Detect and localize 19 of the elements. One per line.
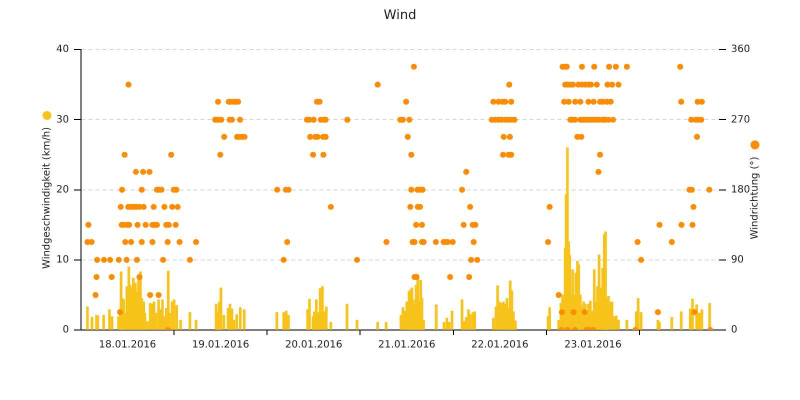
x-tick-label: 20.01.2016 <box>285 340 342 351</box>
y-tick-label: 10 <box>56 254 69 266</box>
x-tick-label: 19.01.2016 <box>192 340 250 351</box>
y-axis-title: Windgeschwindigkeit (km/h) <box>42 127 52 269</box>
x-tick-label: 21.01.2016 <box>378 340 436 351</box>
y-tick-label: 20 <box>56 184 69 196</box>
y2-tick-label: 360 <box>731 44 750 56</box>
y2-axis-title: Windrichtung (°) <box>750 156 760 240</box>
y2-tick-label: 0 <box>731 324 738 336</box>
x-tick-label: 22.01.2016 <box>471 340 528 351</box>
y-tick-label: 0 <box>62 324 69 336</box>
x-tick-label: 18.01.2016 <box>98 340 156 351</box>
chart-title: Wind <box>384 8 416 24</box>
y2-tick-label: 180 <box>731 184 750 196</box>
y-tick-label: 30 <box>56 114 69 126</box>
y2-tick-label: 90 <box>731 254 744 266</box>
y2-tick-label: 270 <box>731 114 750 126</box>
x-tick-label: 23.01.2016 <box>564 340 622 351</box>
y-tick-label: 40 <box>56 44 69 56</box>
